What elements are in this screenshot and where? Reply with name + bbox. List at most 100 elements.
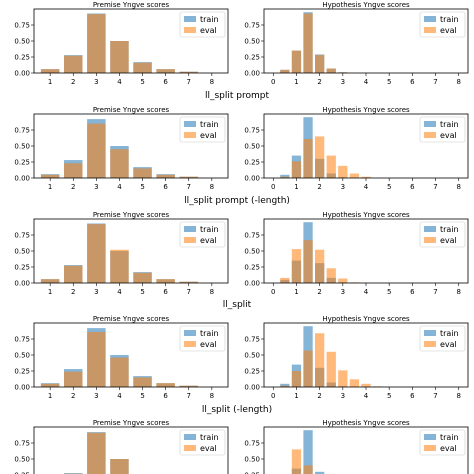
bar-eval: [133, 377, 152, 387]
bar-eval: [110, 357, 129, 387]
legend-swatch-eval: [424, 341, 436, 347]
bar-eval: [110, 249, 129, 283]
bar-eval: [40, 174, 60, 178]
bar-eval: [303, 240, 313, 283]
y-tick-label: 0.50: [14, 143, 30, 151]
x-tick-label: 4: [117, 288, 122, 296]
x-tick-label: 4: [117, 78, 122, 86]
bar-eval: [280, 277, 290, 283]
x-tick-label: 6: [410, 78, 415, 86]
x-tick-label: 4: [364, 392, 369, 400]
x-tick-label: 4: [364, 288, 369, 296]
legend-label-eval: eval: [200, 444, 217, 453]
x-tick-label: 1: [294, 78, 298, 86]
y-tick-label: 0.25: [14, 472, 30, 474]
chart-panel-3: Hypothesis Yngve scores 0.00 0.25 0.50 0.75 0…: [244, 106, 469, 191]
legend-label-eval: eval: [440, 236, 457, 245]
bar-eval: [87, 14, 106, 74]
bar-eval: [133, 62, 152, 73]
x-tick-label: 7: [187, 183, 191, 191]
bar-eval: [291, 161, 302, 178]
panel-title: Premise Yngve scores: [93, 315, 170, 323]
x-tick-label: 1: [294, 392, 298, 400]
legend-swatch-train: [424, 16, 436, 22]
y-tick-label: 0.25: [14, 264, 30, 272]
x-tick-label: 2: [317, 288, 321, 296]
x-tick-label: 3: [94, 183, 98, 191]
bar-eval: [315, 249, 325, 283]
x-tick-label: 2: [71, 78, 75, 86]
y-tick-label: 0.50: [244, 248, 260, 256]
bar-eval: [87, 123, 106, 178]
row-title: ll_split: [223, 300, 252, 310]
x-tick-label: 6: [163, 392, 168, 400]
legend-label-train: train: [200, 433, 219, 442]
panel-title: Hypothesis Yngve scores: [322, 1, 410, 9]
legend-label-eval: eval: [200, 340, 217, 349]
legend-swatch-eval: [424, 445, 436, 451]
legend-swatch-eval: [184, 445, 196, 451]
y-tick-label: 0.50: [14, 248, 30, 256]
legend-swatch-train: [424, 226, 436, 232]
x-tick-label: 8: [456, 183, 460, 191]
y-tick-label: 0.75: [244, 336, 260, 344]
bar-eval: [338, 165, 348, 178]
x-tick-label: 3: [341, 183, 345, 191]
legend-swatch-eval: [424, 132, 436, 138]
x-tick-label: 1: [294, 288, 298, 296]
y-tick-label: 0.75: [244, 127, 260, 135]
x-tick-label: 8: [456, 392, 460, 400]
panel-title: Premise Yngve scores: [93, 419, 170, 427]
x-tick-label: 1: [48, 288, 52, 296]
x-tick-label: 4: [364, 78, 369, 86]
legend-label-train: train: [440, 120, 459, 129]
y-tick-label: 0.50: [14, 38, 30, 46]
x-tick-label: 5: [387, 288, 391, 296]
y-tick-label: 0.00: [14, 175, 30, 183]
x-tick-label: 1: [48, 392, 52, 400]
x-tick-label: 5: [387, 183, 391, 191]
x-tick-label: 1: [294, 183, 298, 191]
bar-eval: [87, 432, 106, 474]
chart-panel-4: Premise Yngve scores 0.00 0.25 0.50 0.75 1 2 3 4…: [14, 211, 229, 296]
x-tick-label: 6: [410, 183, 415, 191]
bar-eval: [280, 385, 290, 387]
x-tick-label: 1: [48, 183, 52, 191]
bar-eval: [303, 350, 313, 387]
panel-title: Hypothesis Yngve scores: [322, 315, 410, 323]
y-tick-label: 0.75: [244, 22, 260, 30]
x-tick-label: 5: [387, 78, 391, 86]
y-tick-label: 0.50: [244, 143, 260, 151]
legend-label-train: train: [440, 15, 459, 24]
y-tick-label: 0.50: [14, 352, 30, 360]
legend-label-train: train: [200, 120, 219, 129]
panel-title: Hypothesis Yngve scores: [322, 211, 410, 219]
x-tick-label: 2: [71, 183, 75, 191]
bar-eval: [110, 149, 129, 178]
x-tick-label: 7: [433, 288, 437, 296]
legend-swatch-train: [184, 16, 196, 22]
x-tick-label: 3: [341, 288, 345, 296]
bar-eval: [315, 333, 325, 387]
bar-eval: [133, 168, 152, 178]
bar-eval: [110, 41, 129, 73]
legend-label-eval: eval: [440, 340, 457, 349]
y-tick-label: 0.75: [14, 232, 30, 240]
chart-panel-7: Hypothesis Yngve scores 0.00 0.25 0.50 0.75 0…: [244, 315, 469, 400]
x-tick-label: 4: [364, 183, 369, 191]
bar-eval: [361, 176, 371, 178]
legend-swatch-eval: [424, 237, 436, 243]
x-tick-label: 7: [187, 288, 191, 296]
x-tick-label: 4: [117, 183, 122, 191]
bar-eval: [156, 383, 175, 387]
bar-eval: [179, 385, 198, 387]
x-tick-label: 0: [271, 78, 275, 86]
y-tick-label: 0.25: [244, 264, 260, 272]
legend-swatch-train: [184, 226, 196, 232]
bar-eval: [110, 459, 129, 474]
x-tick-label: 3: [94, 288, 98, 296]
x-tick-label: 7: [433, 183, 437, 191]
x-tick-label: 8: [210, 78, 214, 86]
x-tick-label: 6: [410, 288, 415, 296]
